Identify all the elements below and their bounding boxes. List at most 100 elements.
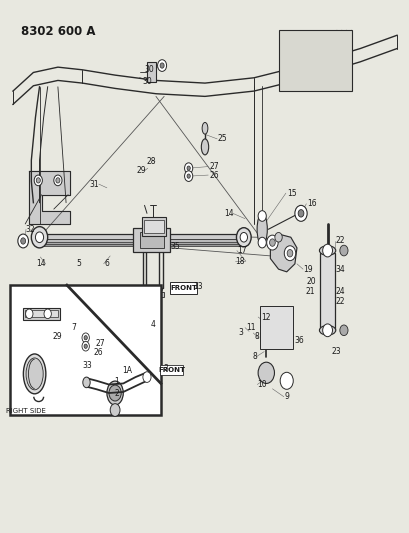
Bar: [37, 242, 245, 245]
Ellipse shape: [319, 246, 335, 255]
Circle shape: [44, 309, 51, 319]
Circle shape: [339, 245, 347, 256]
Text: 29: 29: [53, 332, 63, 341]
Text: 26: 26: [94, 348, 103, 357]
Ellipse shape: [23, 354, 46, 394]
Circle shape: [34, 175, 42, 185]
Circle shape: [236, 228, 251, 247]
Circle shape: [266, 235, 277, 250]
Bar: [142, 217, 166, 236]
Text: 19: 19: [302, 265, 312, 273]
Ellipse shape: [278, 310, 287, 316]
Bar: [37, 234, 245, 240]
Bar: [278, 30, 351, 91]
Text: 1A: 1A: [122, 366, 132, 375]
Circle shape: [322, 324, 332, 337]
Text: 3: 3: [238, 328, 243, 337]
Text: 20: 20: [306, 277, 315, 286]
Circle shape: [160, 63, 164, 68]
Circle shape: [56, 177, 60, 183]
Bar: [170, 282, 196, 294]
Text: 35: 35: [170, 243, 180, 252]
Text: 7: 7: [71, 323, 76, 332]
Circle shape: [279, 372, 292, 389]
Circle shape: [110, 403, 120, 416]
Text: 30: 30: [142, 77, 151, 86]
Circle shape: [286, 249, 292, 257]
Ellipse shape: [201, 139, 208, 155]
Text: 29: 29: [136, 166, 145, 175]
Ellipse shape: [83, 377, 90, 387]
Circle shape: [84, 336, 87, 340]
Circle shape: [294, 205, 306, 221]
Text: 30: 30: [144, 66, 153, 74]
Circle shape: [21, 238, 25, 244]
Text: 12: 12: [261, 312, 270, 321]
Ellipse shape: [107, 381, 123, 405]
Circle shape: [82, 342, 89, 351]
Circle shape: [109, 385, 121, 401]
Text: FRONT: FRONT: [157, 367, 184, 373]
Text: 32: 32: [25, 225, 35, 234]
Text: 10: 10: [257, 380, 266, 389]
Ellipse shape: [319, 326, 335, 335]
Text: 15: 15: [286, 189, 296, 198]
Bar: [260, 306, 292, 349]
Text: 14: 14: [36, 260, 45, 268]
Text: 22: 22: [335, 237, 344, 246]
Text: FRONT: FRONT: [170, 285, 197, 292]
Text: 8: 8: [252, 352, 257, 361]
Ellipse shape: [278, 317, 287, 323]
Text: 31: 31: [89, 180, 99, 189]
Bar: [37, 239, 245, 243]
Text: 4: 4: [150, 320, 155, 329]
Text: 5: 5: [76, 260, 81, 268]
Circle shape: [157, 60, 166, 71]
Polygon shape: [29, 171, 70, 224]
Bar: [139, 232, 164, 248]
Text: 21: 21: [304, 287, 314, 296]
Text: 13: 13: [192, 282, 202, 291]
Text: 8302 600 A: 8302 600 A: [21, 25, 95, 38]
Bar: [156, 292, 163, 297]
Bar: [37, 244, 245, 246]
Ellipse shape: [202, 123, 207, 134]
Circle shape: [25, 309, 33, 319]
Text: 3: 3: [163, 364, 168, 373]
Ellipse shape: [260, 310, 271, 317]
Text: 27: 27: [209, 162, 218, 171]
Bar: [10, 285, 160, 415]
Circle shape: [258, 211, 265, 221]
Circle shape: [184, 171, 192, 181]
Bar: [144, 220, 164, 233]
Circle shape: [54, 175, 62, 185]
Text: 11: 11: [245, 323, 255, 332]
Ellipse shape: [260, 317, 271, 324]
Circle shape: [297, 209, 303, 217]
Ellipse shape: [260, 330, 271, 337]
Circle shape: [36, 177, 40, 183]
Circle shape: [143, 372, 151, 382]
Text: 22: 22: [335, 296, 344, 305]
Circle shape: [274, 232, 281, 242]
Text: 34: 34: [335, 265, 345, 273]
Text: 18: 18: [235, 257, 245, 265]
Bar: [160, 365, 182, 375]
Circle shape: [187, 166, 190, 170]
Ellipse shape: [278, 338, 287, 344]
Circle shape: [31, 227, 47, 248]
Ellipse shape: [278, 331, 287, 337]
Circle shape: [240, 232, 247, 242]
Text: 33: 33: [82, 361, 92, 370]
Circle shape: [18, 234, 28, 248]
Text: 16: 16: [306, 199, 316, 208]
Text: 23: 23: [331, 347, 340, 356]
Circle shape: [184, 163, 192, 173]
Circle shape: [82, 333, 89, 343]
Text: 9: 9: [284, 392, 289, 401]
Ellipse shape: [278, 324, 287, 330]
Circle shape: [84, 344, 87, 349]
Text: 28: 28: [146, 157, 155, 166]
Bar: [140, 292, 147, 297]
Circle shape: [187, 174, 190, 178]
